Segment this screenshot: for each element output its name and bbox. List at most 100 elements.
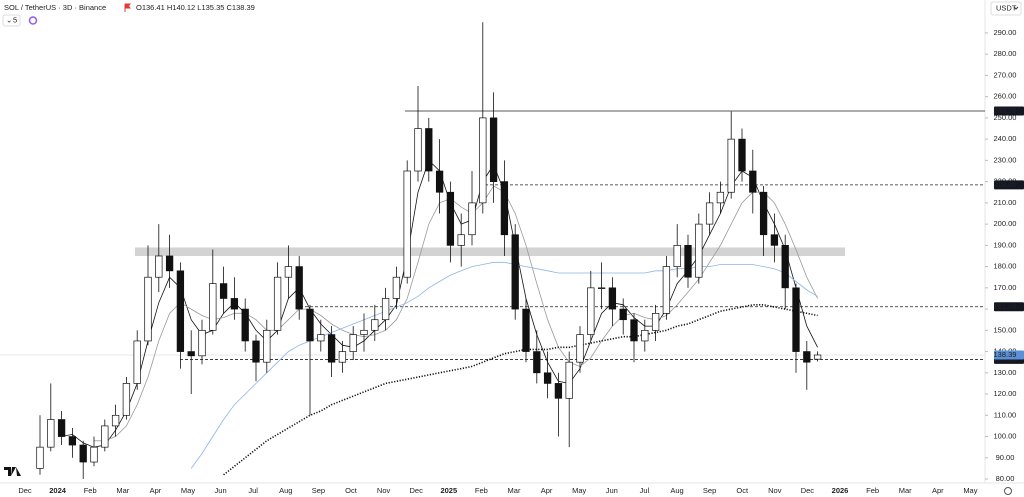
candle-body <box>219 283 228 299</box>
y-tick-label: 80.00 <box>996 474 1015 483</box>
plot-area <box>0 22 985 480</box>
x-tick-label: 2026 <box>832 486 849 495</box>
candle-body <box>727 138 735 193</box>
x-tick-label: Mar <box>899 486 912 495</box>
price-label: 218.46 <box>994 180 1017 189</box>
price-label-bg <box>994 350 1024 360</box>
candle-body <box>619 308 627 321</box>
candle-body <box>47 419 55 448</box>
candle-body <box>813 354 822 360</box>
y-tick-label: 260.00 <box>994 92 1017 101</box>
candle-body <box>803 351 811 363</box>
candle-body <box>684 245 692 278</box>
x-tick-label: Jun <box>215 486 227 495</box>
candle-body <box>209 283 217 331</box>
candle-body <box>489 117 498 182</box>
x-tick-label: Jul <box>248 486 258 495</box>
y-tick-label: 250.00 <box>994 113 1017 122</box>
candle-body <box>522 308 530 352</box>
x-tick-label: Dec <box>801 486 815 495</box>
x-tick-label: Nov <box>377 486 391 495</box>
candle-body <box>349 334 357 352</box>
candle-body <box>403 170 411 278</box>
indicator-toggle[interactable] <box>2 14 21 27</box>
candle-body <box>371 319 379 331</box>
candle-body <box>133 340 141 384</box>
candle-body <box>90 446 98 463</box>
candle-body <box>338 351 347 363</box>
candle-body <box>111 414 120 427</box>
ohlc-text: O136.41 H140.12 L135.35 C138.39 <box>136 3 255 12</box>
candle-body <box>651 312 660 331</box>
x-tick-label: Mar <box>508 486 521 495</box>
candle-body <box>252 340 260 363</box>
candle-body <box>327 334 336 363</box>
candle-body <box>511 234 519 310</box>
candle-body <box>165 255 174 272</box>
x-tick-label: Jul <box>640 486 650 495</box>
candle-body <box>144 276 152 342</box>
candle-body <box>641 329 649 342</box>
candle-body <box>360 329 368 335</box>
y-tick-label: 190.00 <box>994 240 1017 249</box>
candle-body <box>716 191 725 204</box>
y-tick-label: 130.00 <box>994 368 1017 377</box>
y-tick-label: 180.00 <box>994 262 1017 271</box>
candle-body <box>479 117 487 204</box>
currency-button[interactable] <box>990 1 1022 16</box>
price-label: 138.39 <box>994 350 1017 359</box>
candle-body <box>749 170 757 193</box>
price-label: 253.26 <box>994 106 1017 115</box>
candle-body <box>317 334 325 342</box>
candle-body <box>554 383 563 399</box>
x-tick-label: Nov <box>768 486 782 495</box>
x-tick-label: Aug <box>279 486 292 495</box>
y-tick-label: 100.00 <box>994 432 1017 441</box>
x-tick-label: Dec <box>410 486 424 495</box>
candle-body <box>284 266 293 278</box>
candle-body <box>230 298 239 310</box>
x-tick-label: Apr <box>541 486 553 495</box>
candle-body <box>457 234 465 246</box>
candle-body <box>101 425 109 448</box>
x-tick-label: Apr <box>150 486 162 495</box>
candle-body <box>306 308 314 342</box>
candle-body <box>241 308 249 342</box>
y-tick-label: 280.00 <box>994 49 1017 58</box>
x-tick-label: Sep <box>703 486 716 495</box>
candle-body <box>597 287 606 289</box>
price-label: 161.09 <box>994 302 1017 311</box>
candle-body <box>273 276 282 331</box>
moving-average <box>190 261 818 469</box>
x-tick-label: Aug <box>670 486 683 495</box>
candle-body <box>576 334 584 363</box>
x-tick-label: Oct <box>736 486 749 495</box>
currency: USDT <box>996 3 1017 12</box>
x-tick-label: Mar <box>116 486 129 495</box>
y-tick-label: 200.00 <box>994 219 1017 228</box>
x-tick-label: Feb <box>475 486 488 495</box>
candle-body <box>781 245 789 289</box>
x-tick-label: Sep <box>312 486 325 495</box>
x-tick-label: Apr <box>932 486 944 495</box>
y-tick-label: 240.00 <box>994 134 1017 143</box>
flag-icon[interactable] <box>124 3 131 12</box>
candle-body <box>543 372 552 384</box>
y-tick-label: 150.00 <box>994 325 1017 334</box>
indicator-icon[interactable] <box>28 16 38 25</box>
candle-body <box>770 234 779 246</box>
candle-body <box>435 170 444 193</box>
resistance-zone <box>135 247 845 256</box>
candle-body <box>759 191 768 236</box>
candle-body <box>155 255 163 278</box>
candle-body <box>662 266 671 314</box>
candle-body <box>738 138 746 172</box>
candle-body <box>608 287 617 310</box>
logo[interactable] <box>4 467 21 476</box>
x-tick-label: May <box>963 486 977 495</box>
price-label-bg <box>994 106 1024 116</box>
candle-body <box>695 223 703 278</box>
x-tick-label: May <box>572 486 586 495</box>
settings-icon[interactable] <box>1004 487 1012 495</box>
